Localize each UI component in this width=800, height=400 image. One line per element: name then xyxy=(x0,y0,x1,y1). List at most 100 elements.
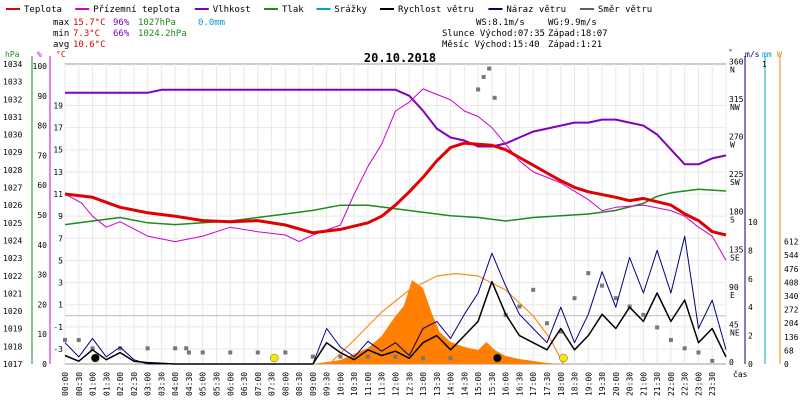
dir-tick-label: W xyxy=(730,141,735,150)
wind-direction-point xyxy=(682,346,687,351)
pct-tick: 100 xyxy=(33,62,48,71)
w-tick: 204 xyxy=(784,319,799,328)
time-tick: 10:30 xyxy=(350,372,359,396)
dir-tick: 315 xyxy=(729,95,744,104)
stats-block: max 15.7°C 96% 1027hPa 0.0mm min 7.3°C 6… xyxy=(53,18,225,50)
ms-tick: 6 xyxy=(748,275,753,284)
dir-tick-label: S xyxy=(730,216,735,225)
hpa-tick: 1019 xyxy=(3,325,22,334)
stat-max-rain: 0.0mm xyxy=(198,18,225,28)
chart-date: 20.10.2018 xyxy=(364,51,436,65)
wind-direction-point xyxy=(393,354,398,359)
c-tick: 17 xyxy=(53,124,63,133)
dir-tick: 225 xyxy=(729,170,744,179)
astro-sun-rise: Slunce Východ:07:35 xyxy=(442,29,545,39)
time-tick: 02:30 xyxy=(130,372,139,396)
stat-min-hum: 66% xyxy=(113,29,130,39)
dir-tick-label: N xyxy=(730,65,735,74)
time-tick: 13:30 xyxy=(433,372,442,396)
pressure-line xyxy=(64,188,727,226)
legend-label-gust: Náraz větru xyxy=(506,5,566,15)
w-tick: 0 xyxy=(784,360,789,369)
wind-direction-point xyxy=(145,346,150,351)
hpa-tick: 1021 xyxy=(3,289,22,298)
stat-max-press: 1027hPa xyxy=(138,18,176,28)
ms-tick: 8 xyxy=(748,246,753,255)
dir-tick-label: E xyxy=(730,291,735,300)
ms-unit: m/s xyxy=(745,50,760,59)
time-axis-label: čas xyxy=(733,369,748,379)
hpa-tick: 1024 xyxy=(3,236,22,245)
plot-area xyxy=(63,66,727,365)
wind-direction-point xyxy=(487,66,492,71)
c-tick: -1 xyxy=(53,323,63,332)
astro-block: WS:8.1m/s WG:9.9m/s Slunce Východ:07:35 … xyxy=(442,18,608,50)
stat-min-temp: 7.3°C xyxy=(73,29,100,39)
time-tick: 15:00 xyxy=(474,372,483,396)
time-tick: 07:30 xyxy=(268,372,277,396)
wind-direction-point xyxy=(200,350,205,355)
c-tick: 3 xyxy=(58,279,63,288)
ms-tick: 2 xyxy=(748,332,753,341)
dir-tick: 270 xyxy=(729,133,744,142)
wind-direction-point xyxy=(255,350,260,355)
time-tick: 23:30 xyxy=(708,372,717,396)
pct-tick: 0 xyxy=(42,360,47,369)
time-tick: 12:00 xyxy=(392,372,401,396)
time-tick: 11:30 xyxy=(378,372,387,396)
c-tick: 13 xyxy=(53,168,63,177)
hpa-tick: 1023 xyxy=(3,254,22,263)
wind-direction-point xyxy=(310,354,315,359)
legend-label-feels: Přízemní teplota xyxy=(93,5,180,15)
time-tick: 18:00 xyxy=(557,372,566,396)
astro-wg: WG:9.9m/s xyxy=(548,18,597,28)
solar-radiation-area xyxy=(312,280,561,364)
axis-units: hPa % °C ° m/s mm W čas xyxy=(5,48,782,379)
wind-direction-point xyxy=(655,325,660,330)
wind-direction-point xyxy=(531,287,536,292)
w-tick: 612 xyxy=(784,238,799,247)
dir-tick: 90 xyxy=(729,283,739,292)
time-tick: 22:30 xyxy=(681,372,690,396)
time-tick: 04:30 xyxy=(185,372,194,396)
stat-avg-label: avg xyxy=(53,40,69,50)
wind-direction-point xyxy=(641,312,646,317)
dir-tick-label: SW xyxy=(730,178,740,187)
wind-direction-point xyxy=(544,321,549,326)
wind-direction-point xyxy=(586,271,591,276)
hpa-tick: 1033 xyxy=(3,78,22,87)
legend-label-wind: Rychlost větru xyxy=(398,5,474,15)
ground-temperature-line xyxy=(64,88,727,261)
hpa-tick: 1034 xyxy=(3,60,22,69)
time-tick: 05:30 xyxy=(212,372,221,396)
sunset-marker xyxy=(559,353,568,363)
c-tick: -3 xyxy=(53,345,63,354)
moonrise-marker xyxy=(493,353,502,363)
dir-tick: 135 xyxy=(729,245,744,254)
w-tick: 340 xyxy=(784,292,799,301)
stat-max-label: max xyxy=(53,18,70,28)
time-tick: 16:30 xyxy=(515,372,524,396)
astro-sun-set: Západ:18:07 xyxy=(548,29,608,39)
wind-direction-point xyxy=(283,350,288,355)
time-tick: 17:00 xyxy=(529,372,538,396)
time-tick: 13:00 xyxy=(419,372,428,396)
c-tick: 11 xyxy=(53,190,63,199)
time-tick: 19:00 xyxy=(584,372,593,396)
hpa-tick: 1017 xyxy=(3,360,22,369)
axes: 1034103310321031103010291028102710261025… xyxy=(3,56,799,396)
time-tick: 07:00 xyxy=(254,372,263,396)
time-tick: 02:00 xyxy=(116,372,125,396)
wind-direction-point xyxy=(710,358,715,363)
solar-theoretical-line xyxy=(328,273,565,365)
w-tick: 68 xyxy=(784,346,794,355)
wind-direction-point xyxy=(668,337,673,342)
dir-tick: 0 xyxy=(729,358,734,367)
time-tick: 17:30 xyxy=(543,372,552,396)
time-tick: 14:30 xyxy=(460,372,469,396)
hpa-tick: 1025 xyxy=(3,219,22,228)
legend-label-press: Tlak xyxy=(282,5,304,15)
dir-tick-label: NW xyxy=(730,103,740,112)
time-tick: 10:00 xyxy=(336,372,345,396)
wind-direction-point xyxy=(448,356,453,361)
